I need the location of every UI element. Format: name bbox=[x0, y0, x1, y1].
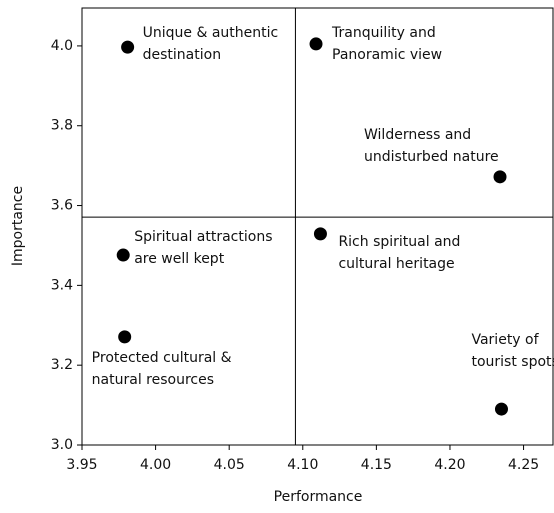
y-axis-title: Importance bbox=[10, 186, 26, 266]
x-tick-label: 4.20 bbox=[434, 457, 465, 473]
point-label: destination bbox=[143, 47, 221, 63]
point bbox=[493, 170, 507, 184]
x-tick-label: 4.15 bbox=[361, 457, 392, 473]
point bbox=[118, 330, 132, 344]
point bbox=[116, 248, 130, 262]
point-label: tourist spots bbox=[471, 354, 554, 370]
x-tick-label: 4.05 bbox=[214, 457, 245, 473]
plot-frame bbox=[81, 7, 554, 446]
point-label: Tranquility and bbox=[331, 25, 436, 41]
point bbox=[313, 227, 327, 241]
point-label: Spiritual attractions bbox=[134, 229, 272, 245]
x-axis-title: Performance bbox=[274, 489, 363, 505]
point bbox=[121, 40, 135, 54]
y-tick-label: 3.4 bbox=[51, 277, 73, 293]
y-tick-label: 4.0 bbox=[51, 38, 73, 54]
x-tick-label: 4.00 bbox=[140, 457, 171, 473]
point-label: Rich spiritual and bbox=[338, 234, 460, 250]
point-label: are well kept bbox=[134, 251, 224, 267]
point-label: Panoramic view bbox=[332, 47, 442, 63]
point-label: Variety of bbox=[471, 332, 539, 348]
y-tick-label: 3.8 bbox=[51, 118, 73, 134]
point-label: cultural heritage bbox=[338, 256, 454, 272]
point bbox=[494, 402, 508, 416]
x-tick-label: 4.25 bbox=[508, 457, 539, 473]
point-label: undisturbed nature bbox=[364, 149, 499, 165]
point-label: Protected cultural & bbox=[92, 350, 232, 366]
y-tick-label: 3.2 bbox=[51, 357, 73, 373]
point-label: Wilderness and bbox=[364, 127, 471, 143]
x-tick-label: 4.10 bbox=[287, 457, 318, 473]
y-tick-label: 3.6 bbox=[51, 198, 73, 214]
point bbox=[309, 37, 323, 51]
point-label: Unique & authentic bbox=[143, 25, 279, 41]
x-tick-label: 3.95 bbox=[66, 457, 97, 473]
point-label: natural resources bbox=[92, 372, 214, 388]
y-tick-label: 3.0 bbox=[51, 437, 73, 453]
